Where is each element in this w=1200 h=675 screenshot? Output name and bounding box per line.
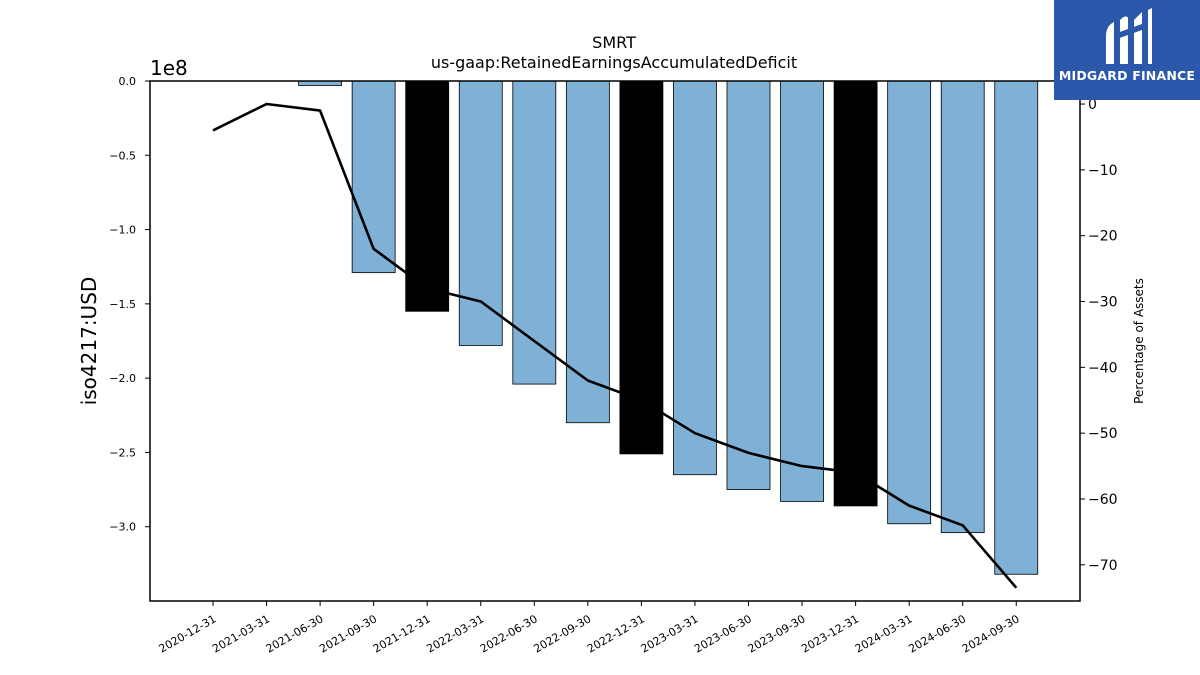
x-tick-label: 2024-03-31 (853, 612, 915, 655)
x-tick-label: 2024-06-30 (906, 612, 968, 655)
y-axis-label: iso4217:USD (77, 277, 101, 406)
x-tick-label: 2024-09-30 (960, 612, 1022, 655)
x-tick-label: 2022-09-30 (531, 612, 593, 655)
bar-2023-06-30 (726, 80, 771, 490)
bar-2021-12-31 (405, 80, 450, 312)
x-tick-label: 2021-12-31 (371, 612, 433, 655)
y-tick-label: −0.5 (109, 149, 136, 162)
percentage-line (212, 102, 1018, 589)
bar-2022-09-30 (565, 80, 610, 424)
y2-tick-label: −70 (1088, 558, 1118, 574)
bar-2024-06-30 (940, 80, 985, 534)
plot-frame (149, 80, 1081, 602)
x-tick-label: 2021-09-30 (317, 612, 379, 655)
logo: MIDGARD FINANCE (1054, 0, 1200, 100)
y-tick-label: 0.0 (119, 75, 137, 88)
bar-2024-03-31 (887, 80, 932, 525)
x-tick-label: 2023-09-30 (746, 612, 808, 655)
y2-tick-label: −50 (1088, 426, 1118, 442)
x-tick-label: 2022-06-30 (478, 612, 540, 655)
line-group (212, 102, 1018, 589)
y2-axis-label: Percentage of Assets (1132, 278, 1146, 404)
y-tick-label: −1.5 (109, 298, 136, 311)
x-tick-label: 2022-12-31 (585, 612, 647, 655)
x-tick-label: 2021-03-31 (210, 612, 272, 655)
bar-2023-03-31 (673, 80, 717, 476)
bar-2024-09-30 (994, 80, 1039, 575)
x-tick-label: 2021-06-30 (264, 612, 326, 655)
x-tick-label: 2022-03-31 (424, 612, 486, 655)
y-tick-label: −2.0 (109, 372, 136, 385)
y2-tick-label: −60 (1088, 492, 1118, 508)
y-offset-label: 1e8 (150, 56, 188, 80)
y2-tick-label: −40 (1088, 360, 1118, 376)
bar-2022-06-30 (512, 80, 557, 385)
y-tick-label: −1.0 (109, 224, 136, 237)
x-tick-label: 2020-12-31 (157, 612, 219, 655)
bar-2023-12-31 (833, 80, 878, 507)
y2-tick-label: 0 (1088, 97, 1097, 113)
bar-2021-09-30 (351, 80, 396, 274)
bar-2023-09-30 (780, 80, 824, 502)
y-tick-label: −3.0 (109, 521, 136, 534)
bar-2022-03-31 (458, 80, 503, 346)
chart-title: SMRT (592, 33, 636, 52)
chart-subtitle: us-gaap:RetainedEarningsAccumulatedDefic… (431, 53, 797, 72)
y-tick-label: −2.5 (109, 446, 136, 459)
logo-mark-icon (1106, 8, 1152, 64)
bars-group (298, 80, 1039, 575)
logo-text: MIDGARD FINANCE (1058, 68, 1196, 83)
x-tick-label: 2023-06-30 (692, 612, 754, 655)
y2-tick-label: −20 (1088, 229, 1118, 245)
y2-tick-label: −10 (1088, 163, 1118, 179)
x-tick-label: 2023-12-31 (799, 612, 861, 655)
y2-tick-label: −30 (1088, 295, 1118, 311)
bar-2022-12-31 (619, 80, 664, 455)
x-tick-label: 2023-03-31 (639, 612, 701, 655)
